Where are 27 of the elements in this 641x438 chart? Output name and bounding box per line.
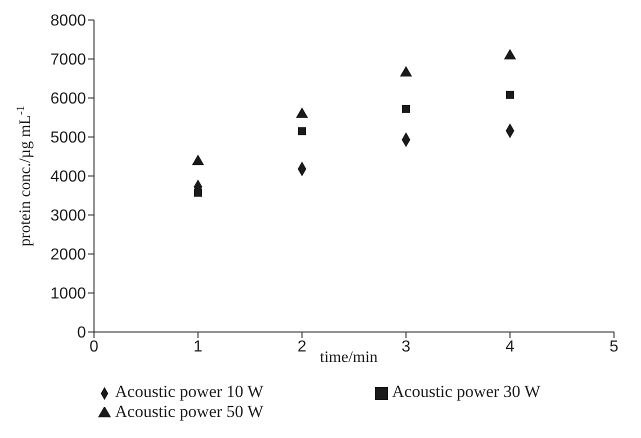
point bbox=[506, 90, 514, 99]
point bbox=[192, 154, 204, 166]
y-tick-label: 0 bbox=[77, 324, 86, 342]
y-tick-label: 7000 bbox=[50, 52, 86, 69]
point bbox=[402, 104, 410, 113]
x-tick-label: 3 bbox=[402, 338, 411, 356]
y-tick-label: 4000 bbox=[50, 168, 86, 186]
point bbox=[298, 127, 306, 136]
point bbox=[194, 188, 202, 197]
point bbox=[296, 107, 308, 118]
legend-label: Acoustic power 50 W bbox=[115, 402, 264, 422]
y-tick-label: 8000 bbox=[50, 12, 86, 30]
y-tick-label: 3000 bbox=[50, 208, 86, 225]
legend-label: Acoustic power 30 W bbox=[392, 382, 542, 402]
y-tick-label: 5000 bbox=[50, 130, 86, 147]
point bbox=[400, 66, 412, 77]
y-tick-label: 2000 bbox=[50, 246, 86, 264]
point bbox=[504, 48, 516, 60]
x-tick-label: 5 bbox=[610, 338, 619, 356]
x-tick-label: 1 bbox=[194, 338, 203, 356]
y-tick-label: 1000 bbox=[50, 286, 86, 303]
x-tick-label: 2 bbox=[298, 338, 307, 356]
x-axis-title: time/min bbox=[320, 349, 378, 366]
y-tick-label: 6000 bbox=[50, 90, 86, 108]
x-tick-label: 4 bbox=[506, 338, 515, 356]
x-tick-label: 0 bbox=[90, 338, 99, 356]
legend-label: Acoustic power 10 W bbox=[115, 382, 264, 402]
